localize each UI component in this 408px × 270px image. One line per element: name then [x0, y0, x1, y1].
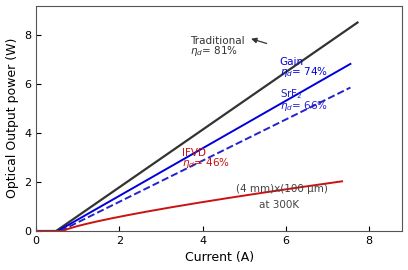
- Text: IFVD: IFVD: [182, 147, 206, 157]
- Text: at 300K: at 300K: [259, 200, 299, 210]
- Text: $\eta_d$= 81%: $\eta_d$= 81%: [190, 44, 238, 58]
- Text: $\eta_d$= 46%: $\eta_d$= 46%: [182, 156, 230, 170]
- Y-axis label: Optical Output power (W): Optical Output power (W): [6, 38, 18, 198]
- Text: $\eta_d$= 66%: $\eta_d$= 66%: [279, 99, 328, 113]
- Text: $\eta_d$= 74%: $\eta_d$= 74%: [279, 65, 328, 79]
- Text: SrF$_2$: SrF$_2$: [279, 87, 302, 101]
- Text: (4 mm)x(100 μm): (4 mm)x(100 μm): [236, 184, 328, 194]
- Text: Traditional: Traditional: [190, 36, 245, 46]
- Text: Gain: Gain: [279, 57, 304, 67]
- X-axis label: Current (A): Current (A): [185, 251, 254, 264]
